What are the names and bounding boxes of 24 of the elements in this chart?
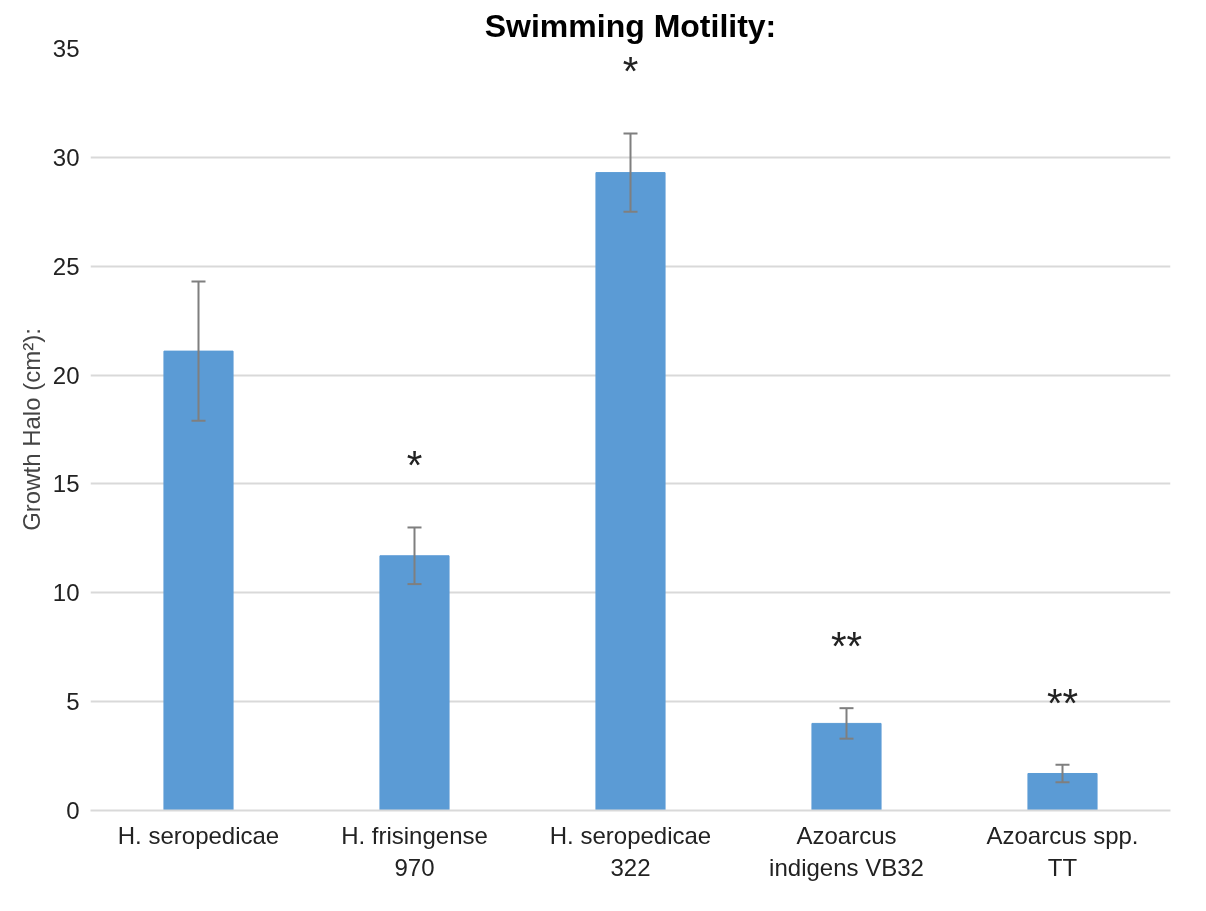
chart-title: Swimming Motility: [484,7,777,44]
x-tick-label: H. frisingense 970 [341,821,488,881]
y-tick-label: 30 [52,143,80,171]
bar [811,722,882,811]
annotation: ** [830,624,863,669]
x-tick-label: H. seropedicae 322 [549,821,712,881]
annotation: * [622,49,639,94]
x-tick-label: Azoarcus indigens VB32 [769,821,924,881]
bar [379,555,450,811]
annotation: ** [1046,680,1079,725]
y-tick-label: 15 [52,470,80,498]
y-axis-title: Growth Halo (cm²): [17,328,45,531]
y-tick-label: 0 [66,797,80,824]
bar [1027,772,1098,811]
bar [595,172,666,811]
y-tick-label: 10 [52,579,80,607]
x-tick-label: H. seropedicae [117,821,280,849]
x-tick-label: Azoarcus spp. TT [986,821,1139,881]
bar [163,350,234,811]
y-tick-label: 25 [52,252,80,280]
y-tick-label: 35 [52,35,80,62]
y-tick-label: 20 [52,361,80,389]
y-tick-label: 5 [66,688,80,716]
annotation: * [406,443,423,488]
